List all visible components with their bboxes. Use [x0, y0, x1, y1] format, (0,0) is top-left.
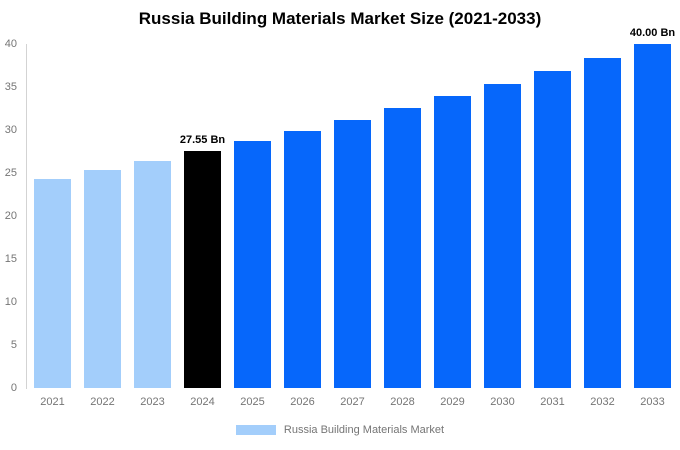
legend: Russia Building Materials Market	[0, 424, 680, 436]
bar-2024	[184, 151, 221, 388]
x-tick-2024: 2024	[190, 396, 215, 408]
bar-2031	[534, 71, 571, 388]
x-tick-2027: 2027	[340, 396, 365, 408]
y-tick-25: 25	[4, 167, 17, 179]
x-tick-2021: 2021	[40, 396, 65, 408]
x-tick-2033: 2033	[640, 396, 665, 408]
bar-2022	[84, 170, 121, 388]
annotation-2024: 27.55 Bn	[179, 134, 226, 147]
x-tick-2023: 2023	[140, 396, 165, 408]
y-tick-40: 40	[4, 38, 17, 50]
bar-2028	[384, 108, 421, 388]
y-tick-30: 30	[4, 124, 17, 136]
bar-2027	[334, 119, 371, 388]
bar-2030	[484, 84, 521, 388]
bar-2033	[634, 44, 671, 388]
y-tick-5: 5	[10, 339, 17, 351]
y-tick-20: 20	[4, 210, 17, 222]
bar-2021	[34, 179, 71, 388]
bar-2026	[284, 130, 321, 388]
y-tick-35: 35	[4, 81, 17, 93]
x-tick-2026: 2026	[290, 396, 315, 408]
annotation-2033: 40.00 Bn	[629, 27, 676, 39]
x-tick-2028: 2028	[390, 396, 415, 408]
x-tick-2025: 2025	[240, 396, 265, 408]
legend-label: Russia Building Materials Market	[283, 424, 445, 436]
bar-2032	[584, 57, 621, 388]
bar-2029	[434, 96, 471, 388]
chart-title: Russia Building Materials Market Size (2…	[138, 9, 542, 28]
y-tick-0: 0	[10, 382, 17, 394]
y-tick-10: 10	[4, 296, 17, 308]
x-tick-2022: 2022	[90, 396, 115, 408]
y-tick-15: 15	[4, 253, 17, 265]
legend-swatch	[235, 425, 276, 435]
bar-2023	[134, 160, 171, 388]
x-tick-2031: 2031	[540, 396, 565, 408]
bar-2025	[234, 141, 271, 388]
y-axis-line	[26, 44, 27, 389]
x-tick-2032: 2032	[590, 396, 615, 408]
x-tick-2029: 2029	[440, 396, 465, 408]
x-tick-2030: 2030	[490, 396, 515, 408]
